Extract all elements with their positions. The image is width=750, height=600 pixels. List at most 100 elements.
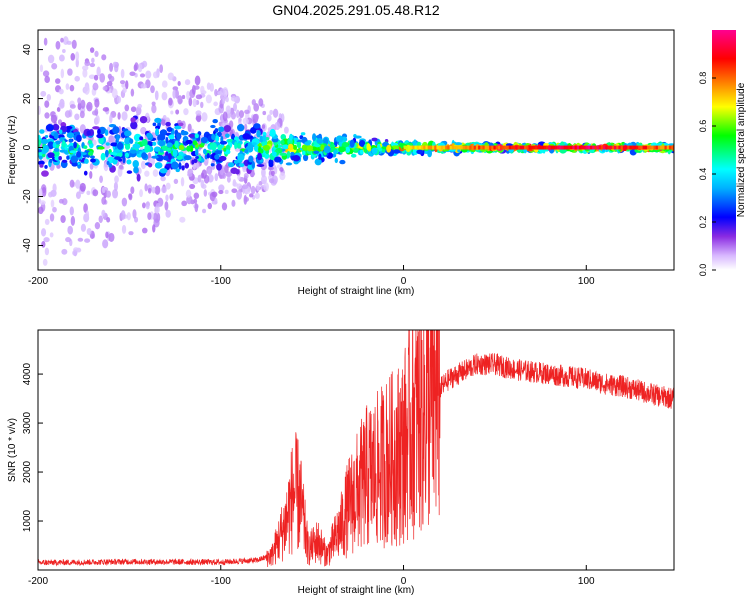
heatmap-cell xyxy=(70,155,78,163)
heatmap-cell xyxy=(605,145,609,150)
heatmap-cell xyxy=(93,74,99,81)
heatmap-cell xyxy=(39,129,45,134)
heatmap-cell xyxy=(668,145,672,150)
heatmap-cell xyxy=(513,145,517,150)
colorbar-tick-label: 0.6 xyxy=(698,120,708,133)
heatmap-cell xyxy=(207,168,212,175)
heatmap-cell xyxy=(646,145,650,150)
heatmap-cell xyxy=(359,149,364,155)
heatmap-cell xyxy=(194,203,199,213)
heatmap-cell xyxy=(306,145,313,152)
heatmap-cell xyxy=(50,199,55,208)
heatmap-cell xyxy=(77,102,82,111)
heatmap-cell xyxy=(154,117,162,124)
heatmap-cell xyxy=(210,163,215,167)
heatmap-cell xyxy=(259,135,264,143)
heatmap-cell xyxy=(629,145,633,150)
heatmap-cell xyxy=(243,172,249,179)
heatmap-cell xyxy=(116,95,122,104)
heatmap-cell xyxy=(407,145,411,150)
x-tick-label: 100 xyxy=(578,276,595,287)
heatmap-cell xyxy=(473,145,477,150)
heatmap-cell xyxy=(181,165,185,171)
heatmap-cell xyxy=(464,145,468,150)
heatmap-cell xyxy=(70,215,76,226)
spectrogram-x-label: Height of straight line (km) xyxy=(298,286,415,297)
heatmap-cell xyxy=(627,145,631,150)
heatmap-cell xyxy=(89,163,94,170)
heatmap-cell xyxy=(548,145,552,150)
heatmap-cell xyxy=(162,114,167,120)
heatmap-cell xyxy=(132,160,139,168)
heatmap-cell xyxy=(173,178,179,184)
heatmap-cell xyxy=(44,164,48,169)
heatmap-cell xyxy=(159,168,168,174)
heatmap-cell xyxy=(135,106,142,116)
heatmap-cell xyxy=(92,126,100,130)
heatmap-cell xyxy=(165,163,174,168)
heatmap-cell xyxy=(77,97,82,104)
heatmap-cell xyxy=(66,132,75,139)
heatmap-cell xyxy=(194,133,199,139)
heatmap-cell xyxy=(185,189,192,198)
heatmap-cell xyxy=(151,155,159,159)
heatmap-cell xyxy=(69,179,75,188)
heatmap-cell xyxy=(412,145,416,150)
heatmap-cell xyxy=(283,126,289,134)
heatmap-cell xyxy=(302,150,306,156)
heatmap-cell xyxy=(122,155,126,164)
heatmap-cell xyxy=(129,71,136,77)
heatmap-cell xyxy=(211,134,216,141)
heatmap-cell xyxy=(128,231,134,236)
heatmap-cell xyxy=(165,194,169,202)
heatmap-cell xyxy=(164,201,169,211)
heatmap-cell xyxy=(607,145,611,150)
heatmap-cell xyxy=(92,189,99,197)
heatmap-cell xyxy=(144,183,148,192)
heatmap-cell xyxy=(129,149,137,154)
heatmap-cell xyxy=(296,141,302,149)
heatmap-cell xyxy=(73,141,77,149)
heatmap-cell xyxy=(279,167,284,172)
heatmap-cell xyxy=(69,84,75,92)
heatmap-cell xyxy=(272,151,277,157)
snr-x-ticks: -200 -100 0 100 xyxy=(28,565,595,587)
heatmap-cell xyxy=(323,145,331,154)
heatmap-cell xyxy=(132,143,141,149)
heatmap-cell xyxy=(285,162,293,166)
heatmap-cell xyxy=(280,139,285,145)
heatmap-cell xyxy=(180,177,185,187)
heatmap-cell xyxy=(144,144,151,153)
heatmap-cell xyxy=(166,142,173,148)
heatmap-cell xyxy=(172,89,177,99)
heatmap-cell xyxy=(89,47,95,53)
heatmap-cell xyxy=(114,64,119,73)
heatmap-cell xyxy=(151,104,157,114)
heatmap-cell xyxy=(137,63,143,73)
heatmap-cell xyxy=(69,206,74,216)
heatmap-cell xyxy=(132,209,137,219)
heatmap-cell xyxy=(125,80,129,90)
heatmap-cell xyxy=(121,197,128,207)
heatmap-cell xyxy=(116,142,124,150)
heatmap-cell xyxy=(145,204,150,210)
heatmap-cell xyxy=(101,186,106,194)
snr-series-line xyxy=(38,330,674,567)
heatmap-cell xyxy=(489,145,493,150)
heatmap-cell xyxy=(416,149,424,155)
heatmap-cell xyxy=(181,94,186,100)
heatmap-cell xyxy=(52,142,57,149)
heatmap-cell xyxy=(110,142,119,147)
heatmap-cell xyxy=(225,133,230,138)
heatmap-cell xyxy=(126,159,132,165)
heatmap-cell xyxy=(195,155,199,160)
heatmap-cell xyxy=(218,126,225,133)
heatmap-cell xyxy=(300,132,306,136)
heatmap-cell xyxy=(290,151,295,156)
heatmap-cell xyxy=(71,39,77,49)
heatmap-cell xyxy=(67,226,72,233)
heatmap-cell xyxy=(644,145,648,150)
heatmap-cell xyxy=(253,123,261,129)
heatmap-cell xyxy=(382,141,389,147)
heatmap-cell xyxy=(74,113,80,121)
